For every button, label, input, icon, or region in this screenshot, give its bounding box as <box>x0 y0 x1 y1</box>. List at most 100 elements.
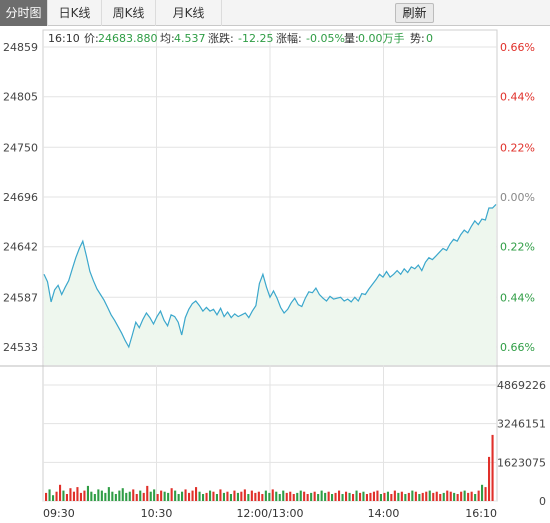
volume-bar <box>285 492 288 501</box>
volume-bar <box>331 494 334 501</box>
volume-bar <box>52 495 55 501</box>
volume-bar <box>376 490 379 501</box>
quote-vol: 0.00万手 <box>358 31 405 45</box>
volume-bar <box>149 491 152 501</box>
volume-bar <box>428 490 431 501</box>
volume-bar <box>125 492 128 501</box>
volume-bar <box>142 492 145 501</box>
volume-bar <box>104 492 107 501</box>
volume-bar <box>470 491 473 501</box>
quote-vol-label: 量: <box>344 32 359 45</box>
volume-bar <box>327 491 330 501</box>
volume-bar <box>404 494 407 501</box>
volume-bar <box>156 494 159 501</box>
volume-bar <box>111 491 114 501</box>
tab-monthly-k[interactable]: 月K线 <box>156 0 222 26</box>
volume-y-tick: 4869226 <box>497 379 546 392</box>
tab-intraday[interactable]: 分时图 <box>0 0 48 26</box>
volume-bar <box>456 494 459 501</box>
y-tick-left: 24587 <box>3 291 38 304</box>
volume-bar <box>418 494 421 501</box>
tab-weekly-k[interactable]: 周K线 <box>102 0 156 26</box>
quote-pct: -0.05% <box>306 32 345 45</box>
volume-bar <box>268 492 271 501</box>
volume-bar <box>128 491 131 501</box>
volume-bar <box>226 491 229 501</box>
volume-bar <box>257 491 260 501</box>
volume-y-tick: 1623075 <box>497 456 546 469</box>
y-tick-right: 0.66% <box>500 41 535 54</box>
volume-bar <box>163 491 166 501</box>
x-tick: 10:30 <box>141 507 173 520</box>
volume-bar <box>411 490 414 501</box>
volume-bar <box>275 491 278 501</box>
volume-bar <box>100 490 103 501</box>
volume-bar <box>167 492 170 501</box>
volume-bar <box>278 494 281 501</box>
volume-bar <box>372 491 375 501</box>
volume-bar <box>317 494 320 501</box>
volume-bar <box>460 491 463 501</box>
volume-y-tick: 0 <box>539 495 546 508</box>
volume-bar <box>446 490 449 501</box>
y-tick-right: 0.44% <box>500 291 535 304</box>
volume-bar <box>195 487 198 501</box>
quote-price-label: 价: <box>84 32 99 45</box>
tab-daily-k[interactable]: 日K线 <box>48 0 102 26</box>
volume-bar <box>97 489 100 501</box>
chart-axes: 24859 0.66% 24805 0.44% 24750 0.22% 24696 0.00%… <box>3 41 546 520</box>
volume-bar <box>121 488 124 501</box>
volume-bar <box>383 492 386 501</box>
volume-bar <box>435 491 438 501</box>
volume-bar <box>442 492 445 501</box>
volume-bar <box>463 490 466 501</box>
y-tick-left: 24750 <box>3 141 38 154</box>
x-tick: 09:30 <box>43 507 75 520</box>
quote-turnover-label: 势: <box>410 32 425 45</box>
quote-change: -12.25 <box>238 32 273 45</box>
volume-bar <box>488 456 491 501</box>
volume-bar <box>299 490 302 501</box>
volume-bar <box>72 491 75 501</box>
volume-bar <box>390 494 393 501</box>
volume-bar <box>320 490 323 501</box>
price-line <box>43 203 497 349</box>
quote-turnover: 0 <box>426 32 433 45</box>
volume-bar <box>453 492 456 501</box>
volume-bar <box>348 492 351 501</box>
volume-bar <box>341 494 344 501</box>
quote-pct-label: 涨幅: <box>276 32 302 45</box>
volume-bar <box>174 490 177 501</box>
volume-bar <box>338 490 341 501</box>
volume-bar <box>313 491 316 501</box>
quote-avg-label: 均: <box>160 32 175 45</box>
volume-bar <box>209 490 212 501</box>
y-tick-left: 24859 <box>3 41 38 54</box>
volume-bar <box>362 491 365 501</box>
volume-bar <box>153 489 156 501</box>
volume-bar <box>484 487 487 501</box>
volume-bar <box>439 494 442 501</box>
volume-bar <box>379 494 382 501</box>
volume-bar <box>160 490 163 501</box>
y-tick-left: 24805 <box>3 91 38 104</box>
volume-bar <box>114 494 117 501</box>
volume-y-tick: 3246151 <box>497 418 546 431</box>
volume-bar <box>139 490 142 501</box>
x-tick: 14:00 <box>368 507 400 520</box>
refresh-button[interactable]: 刷新 <box>395 3 434 23</box>
volume-bar <box>191 490 194 501</box>
volume-bar <box>250 490 253 501</box>
volume-bar <box>306 494 309 501</box>
volume-bar <box>233 490 236 501</box>
volume-bar <box>352 494 355 501</box>
volume-bar <box>345 491 348 501</box>
quote-price: 24683.880 <box>98 32 158 45</box>
volume-bar <box>296 492 299 501</box>
volume-bar <box>48 489 51 501</box>
volume-bar <box>132 489 135 501</box>
volume-bar <box>449 491 452 501</box>
volume-bar <box>247 494 250 501</box>
price-area <box>44 204 496 365</box>
volume-bar <box>386 491 389 501</box>
